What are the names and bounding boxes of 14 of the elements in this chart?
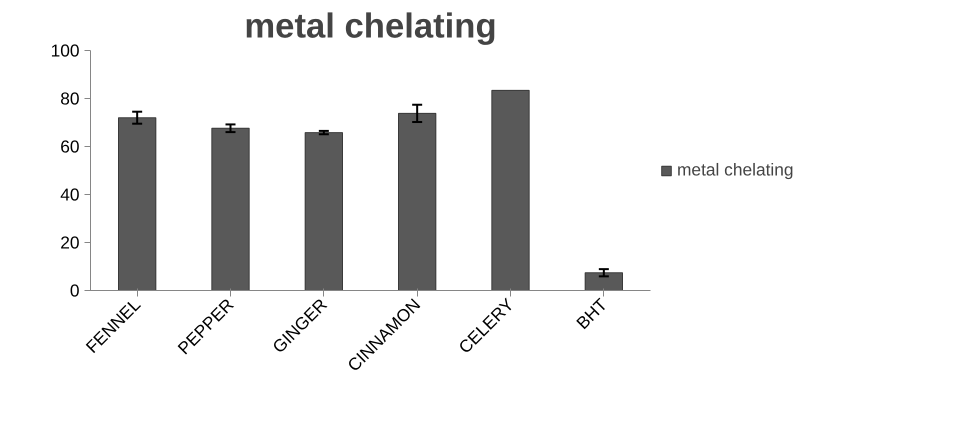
bar <box>491 90 530 290</box>
bar <box>584 272 623 290</box>
legend-label: metal chelating <box>677 160 794 180</box>
y-tick-label: 60 <box>60 136 80 156</box>
bar <box>398 112 436 290</box>
y-tick-label: 0 <box>70 280 80 300</box>
bar <box>211 128 250 290</box>
bar <box>118 117 156 290</box>
y-tick-label: 100 <box>50 40 80 60</box>
y-tick-label: 80 <box>60 88 80 108</box>
y-tick-label: 20 <box>60 232 80 252</box>
bar <box>304 132 343 290</box>
chart-title: metal chelating <box>244 8 497 46</box>
y-tick-label: 40 <box>60 184 80 204</box>
